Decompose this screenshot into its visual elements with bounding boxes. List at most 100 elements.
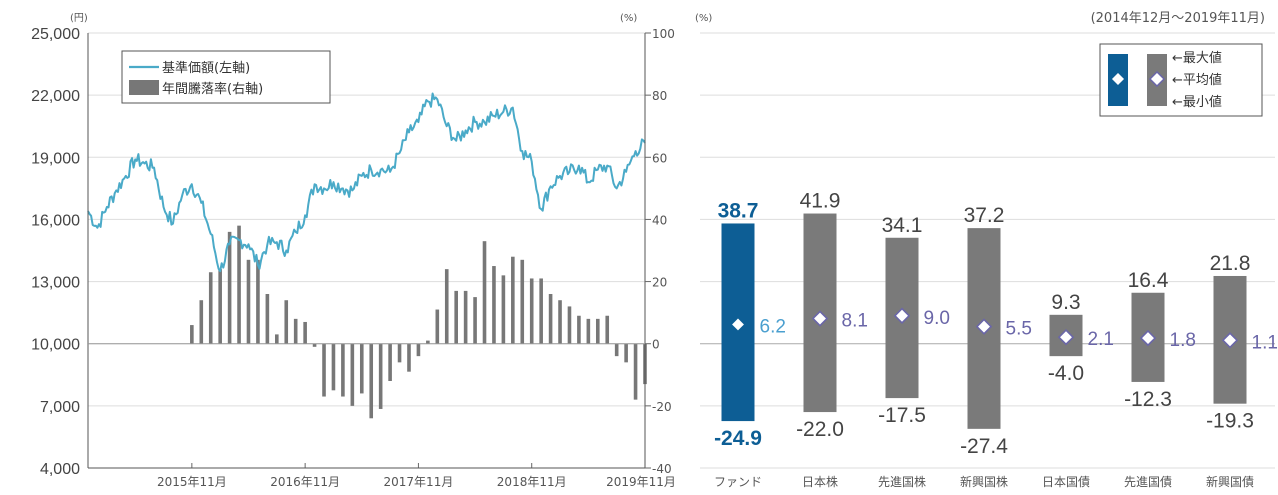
- annual-return-bar: [341, 343, 345, 397]
- annual-return-bar: [397, 343, 402, 363]
- x-tick-label: 2019年11月: [606, 475, 676, 489]
- annual-return-bar: [218, 269, 222, 344]
- annual-return-bar: [256, 259, 260, 344]
- left-tick-label: 19,000: [31, 150, 80, 167]
- annual-return-bar: [473, 297, 477, 344]
- right-chart-y-ticks: [645, 32, 651, 469]
- avg-value-label: 1.8: [1170, 330, 1196, 351]
- annual-return-bar: [435, 309, 440, 344]
- annual-return-bar: [520, 259, 525, 344]
- annual-return-bar: [454, 290, 458, 344]
- avg-marker: [811, 310, 829, 327]
- category-label: ファンド: [714, 475, 762, 489]
- max-value-label: 21.8: [1210, 252, 1251, 275]
- annual-return-bars: [190, 225, 647, 419]
- annual-return-bar: [275, 334, 279, 344]
- annual-return-bar: [426, 340, 430, 344]
- left-tick-label: 10,000: [31, 337, 80, 354]
- annual-return-bar: [511, 256, 515, 344]
- legend-other-avg-marker: [1148, 70, 1166, 88]
- left-chart-axes: [87, 33, 646, 469]
- right-tick-label: 20: [652, 276, 667, 290]
- category-label: 先進国債: [1124, 474, 1172, 489]
- legend-bar-label: 年間騰落率(右軸): [162, 81, 263, 97]
- category-label: 新興国債: [1206, 474, 1254, 489]
- left-axis-ticks: 25,000 22,000 19,000 16,000 13,000 10,000 7,00…: [31, 26, 80, 478]
- max-value-label: 16.4: [1128, 269, 1169, 292]
- annual-return-bar: [529, 278, 534, 344]
- avg-value-label: 6.2: [760, 316, 786, 337]
- min-value-label: -17.5: [878, 404, 926, 427]
- x-axis-ticks: 2015年11月 2016年11月 2017年11月 2018年11月 2019年11月: [157, 463, 676, 489]
- annual-return-bar: [633, 343, 638, 400]
- annual-return-bar: [190, 325, 194, 344]
- annual-return-bar: [378, 343, 383, 409]
- category-label: 先進国株: [878, 474, 926, 489]
- legend-bar-swatch: [129, 80, 159, 95]
- annual-return-bar: [548, 294, 553, 344]
- min-value-label: -4.0: [1048, 362, 1084, 385]
- min-value-label: -22.0: [796, 418, 844, 441]
- annual-return-bar: [586, 318, 591, 344]
- left-chart: (円) (%) 25,000 22,000 19,000 16,000 13,000 10…: [31, 13, 676, 489]
- annual-return-bar: [614, 343, 619, 357]
- avg-value-label: 9.0: [924, 308, 950, 329]
- legend-max-label: ←最大値: [1172, 50, 1222, 66]
- avg-marker: [1221, 332, 1239, 349]
- annual-return-bar: [388, 343, 392, 381]
- annual-return-bar: [293, 318, 298, 344]
- category-label: 日本株: [802, 474, 838, 489]
- legend-min-label: ←最小値: [1172, 94, 1222, 110]
- annual-return-bar: [444, 269, 449, 344]
- right-legend: ←最大値 ←平均値 ←最小値: [1099, 43, 1263, 117]
- min-value-label: -12.3: [1124, 388, 1172, 411]
- avg-value-label: 5.5: [1006, 319, 1032, 340]
- annual-return-bar: [407, 343, 411, 372]
- category-label: 日本国債: [1042, 474, 1090, 489]
- legend-line-label: 基準価額(左軸): [162, 60, 250, 76]
- annual-return-bar: [331, 343, 336, 391]
- right-chart: (%) (2014年12月～2019年11月) 38.7 -24.9 6.2 ファンド…: [645, 11, 1278, 489]
- annual-return-bar: [322, 343, 326, 397]
- min-value-label: -27.4: [960, 435, 1008, 458]
- left-axis-unit: (円): [70, 13, 88, 24]
- annual-return-bar: [312, 343, 317, 347]
- min-value-label: -24.9: [714, 427, 762, 450]
- max-value-label: 38.7: [718, 199, 759, 222]
- right-tick-label: -40: [652, 462, 672, 476]
- left-tick-label: 4,000: [40, 461, 80, 478]
- avg-marker: [729, 316, 747, 333]
- annual-return-bar: [350, 343, 355, 406]
- range-bars: 38.7 -24.9 6.2 ファンド 41.9 -22.0 8.1 日本株 34.1 -17.5…: [714, 190, 1278, 489]
- nav-line: [87, 92, 646, 273]
- x-tick-label: 2015年11月: [157, 475, 227, 489]
- left-legend: 基準価額(左軸) 年間騰落率(右軸): [121, 50, 331, 104]
- right-axis-ticks: 100 80 60 40 20 0 -20 -40: [652, 27, 675, 476]
- annual-return-bar: [501, 275, 506, 344]
- right-tick-label: 0: [652, 338, 660, 352]
- avg-marker: [975, 318, 993, 335]
- avg-marker: [1057, 328, 1075, 346]
- nav-line-layer: [87, 92, 646, 273]
- min-value-label: -19.3: [1206, 410, 1254, 433]
- left-tick-label: 13,000: [31, 275, 80, 292]
- category-label: 新興国株: [960, 474, 1008, 489]
- legend-avg-label: ←平均値: [1172, 72, 1222, 88]
- annual-return-bar: [303, 321, 307, 344]
- max-value-label: 37.2: [964, 204, 1005, 227]
- annual-return-bar: [577, 315, 581, 344]
- x-tick-label: 2017年11月: [384, 475, 454, 489]
- right-tick-label: 40: [652, 213, 667, 227]
- avg-value-label: 8.1: [842, 311, 868, 332]
- annual-return-bar: [227, 231, 232, 344]
- avg-value-label: 1.1: [1252, 332, 1278, 353]
- annual-return-bar: [199, 300, 204, 344]
- annual-return-bar: [246, 259, 251, 344]
- annual-return-bar: [237, 225, 241, 344]
- annual-return-bar: [595, 318, 600, 344]
- max-value-label: 34.1: [882, 214, 923, 237]
- annual-return-bar: [265, 294, 270, 344]
- annual-return-bar: [463, 290, 468, 344]
- avg-marker: [893, 307, 911, 324]
- annual-return-bar: [359, 343, 364, 394]
